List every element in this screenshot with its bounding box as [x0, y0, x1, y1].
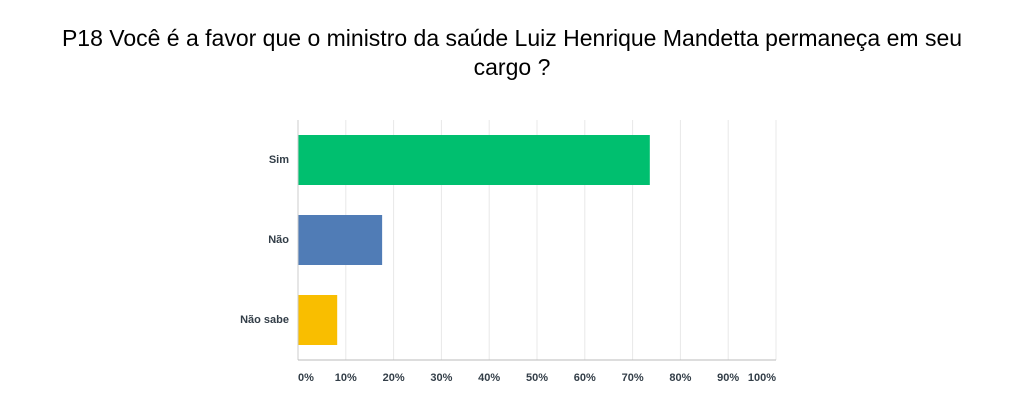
bar: [298, 135, 650, 185]
bar: [298, 215, 383, 265]
x-tick-label: 20%: [383, 372, 405, 384]
chart-title: P18 Você é a favor que o ministro da saú…: [61, 25, 963, 80]
y-tick-label: Sim: [269, 154, 289, 166]
y-tick-label: Não: [268, 234, 289, 246]
x-tick-label: 60%: [574, 372, 596, 384]
x-tick-label: 80%: [669, 372, 691, 384]
x-tick-label: 50%: [526, 372, 548, 384]
x-tick-label: 90%: [717, 372, 739, 384]
x-tick-label: 30%: [430, 372, 452, 384]
x-tick-label: 70%: [622, 372, 644, 384]
bar: [298, 295, 338, 345]
x-tick-label: 0%: [298, 372, 314, 384]
x-tick-label: 100%: [748, 372, 776, 384]
y-tick-label: Não sabe: [240, 314, 289, 326]
x-tick-label: 40%: [478, 372, 500, 384]
x-tick-label: 10%: [335, 372, 357, 384]
